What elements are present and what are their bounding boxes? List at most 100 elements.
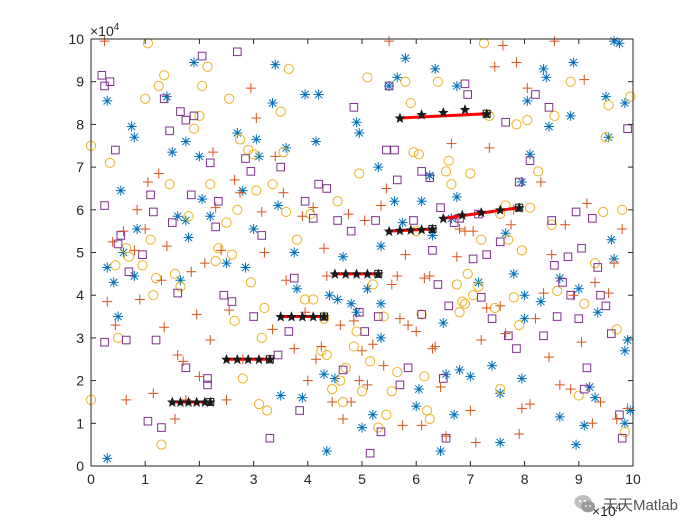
axes-background [91,39,633,466]
point-square-2-77 [463,90,472,99]
point-asterisk-0-45 [338,251,349,262]
point-circle-1-89 [465,168,476,179]
point-plus-3-71 [411,326,422,337]
segment-end-2 [320,312,329,321]
point-plus-3-68 [397,420,408,431]
point-plus-3-97 [516,403,527,414]
point-asterisk-0-5 [115,185,126,196]
wechat-icon [574,495,595,513]
point-plus-3-2 [107,236,118,247]
point-square-2-94 [552,312,562,321]
point-plus-3-66 [392,270,403,281]
point-asterisk-0-23 [232,127,243,138]
point-circle-1-11 [148,290,159,301]
point-asterisk-0-29 [267,98,278,109]
point-plus-3-0 [99,36,110,47]
point-circle-1-102 [514,319,525,331]
point-plus-3-104 [546,249,557,260]
point-asterisk-0-113 [625,405,636,416]
point-square-2-105 [596,290,605,300]
point-circle-1-28 [224,93,235,104]
point-square-2-11 [143,416,153,426]
point-circle-1-31 [232,204,243,215]
segment-node-5-1 [457,209,468,220]
point-circle-1-75 [413,149,425,160]
point-square-2-29 [211,222,220,232]
point-circle-1-67 [378,311,389,322]
point-plus-3-31 [235,187,246,198]
point-square-2-56 [373,312,383,321]
point-asterisk-0-78 [487,360,498,371]
point-circle-1-114 [598,206,609,218]
y-tick-label-8: 8 [76,116,84,132]
point-square-2-84 [501,117,510,127]
segment-node-6-2 [438,107,449,118]
point-plus-3-77 [435,382,446,393]
segment-node-6-1 [416,109,427,120]
segment-end-3 [374,269,383,278]
point-square-2-6 [113,239,123,249]
point-asterisk-0-39 [313,89,324,100]
point-asterisk-0-109 [619,345,630,356]
point-plus-3-114 [590,277,601,288]
point-asterisk-0-92 [543,121,554,132]
point-circle-1-118 [617,204,628,215]
point-circle-1-76 [416,309,427,320]
point-square-2-83 [495,237,505,247]
point-square-2-100 [577,243,586,253]
point-plus-3-76 [430,341,441,352]
point-asterisk-0-8 [129,132,140,143]
point-square-2-78 [468,254,478,264]
point-circle-1-120 [619,426,630,437]
point-asterisk-0-0 [102,95,113,106]
point-square-2-103 [588,214,597,223]
point-plus-3-99 [525,399,536,410]
point-circle-1-62 [356,386,368,397]
y-tick-label-0: 0 [76,458,84,474]
point-circle-1-72 [405,97,416,109]
point-plus-3-1 [102,296,113,307]
point-square-2-36 [249,312,258,321]
point-plus-3-88 [484,142,495,153]
point-circle-1-45 [281,206,292,218]
point-asterisk-0-74 [451,191,462,202]
point-asterisk-0-7 [126,121,137,132]
y-tick-label-10: 10 [68,31,84,47]
segment-end-5 [515,203,524,212]
point-plus-3-10 [142,177,153,188]
point-square-2-8 [121,335,131,345]
x-tick-label-10: 10 [625,471,641,487]
point-plus-3-65 [386,279,397,290]
point-plus-3-49 [321,270,332,281]
point-asterisk-0-30 [270,59,281,70]
point-asterisk-0-36 [297,392,308,403]
point-asterisk-0-98 [573,283,584,294]
point-plus-3-103 [543,352,554,363]
point-square-2-69 [433,280,443,289]
point-plus-3-101 [535,177,546,188]
point-asterisk-0-112 [614,38,625,49]
x-tick-label-7: 7 [467,471,475,487]
point-asterisk-0-56 [375,241,386,252]
point-asterisk-0-38 [310,136,321,147]
point-circle-1-18 [175,281,186,292]
point-circle-1-6 [123,251,135,262]
point-circle-1-27 [221,217,232,228]
point-asterisk-0-69 [438,317,449,328]
point-square-2-40 [276,162,285,172]
segment-node-2-0 [275,311,286,322]
point-asterisk-0-15 [180,136,191,147]
point-circle-1-42 [267,179,278,190]
point-circle-1-104 [522,115,533,126]
x-tick-label-6: 6 [412,471,420,487]
point-asterisk-0-32 [275,390,286,401]
segment-line-6 [399,112,487,120]
point-square-2-67 [425,173,435,183]
point-circle-1-56 [335,375,346,386]
point-plus-3-84 [468,226,479,237]
segment-node-1-2 [242,353,254,365]
point-plus-3-6 [129,245,140,256]
point-square-2-80 [476,293,486,302]
point-square-2-52 [354,307,364,317]
point-plus-3-30 [229,174,240,185]
